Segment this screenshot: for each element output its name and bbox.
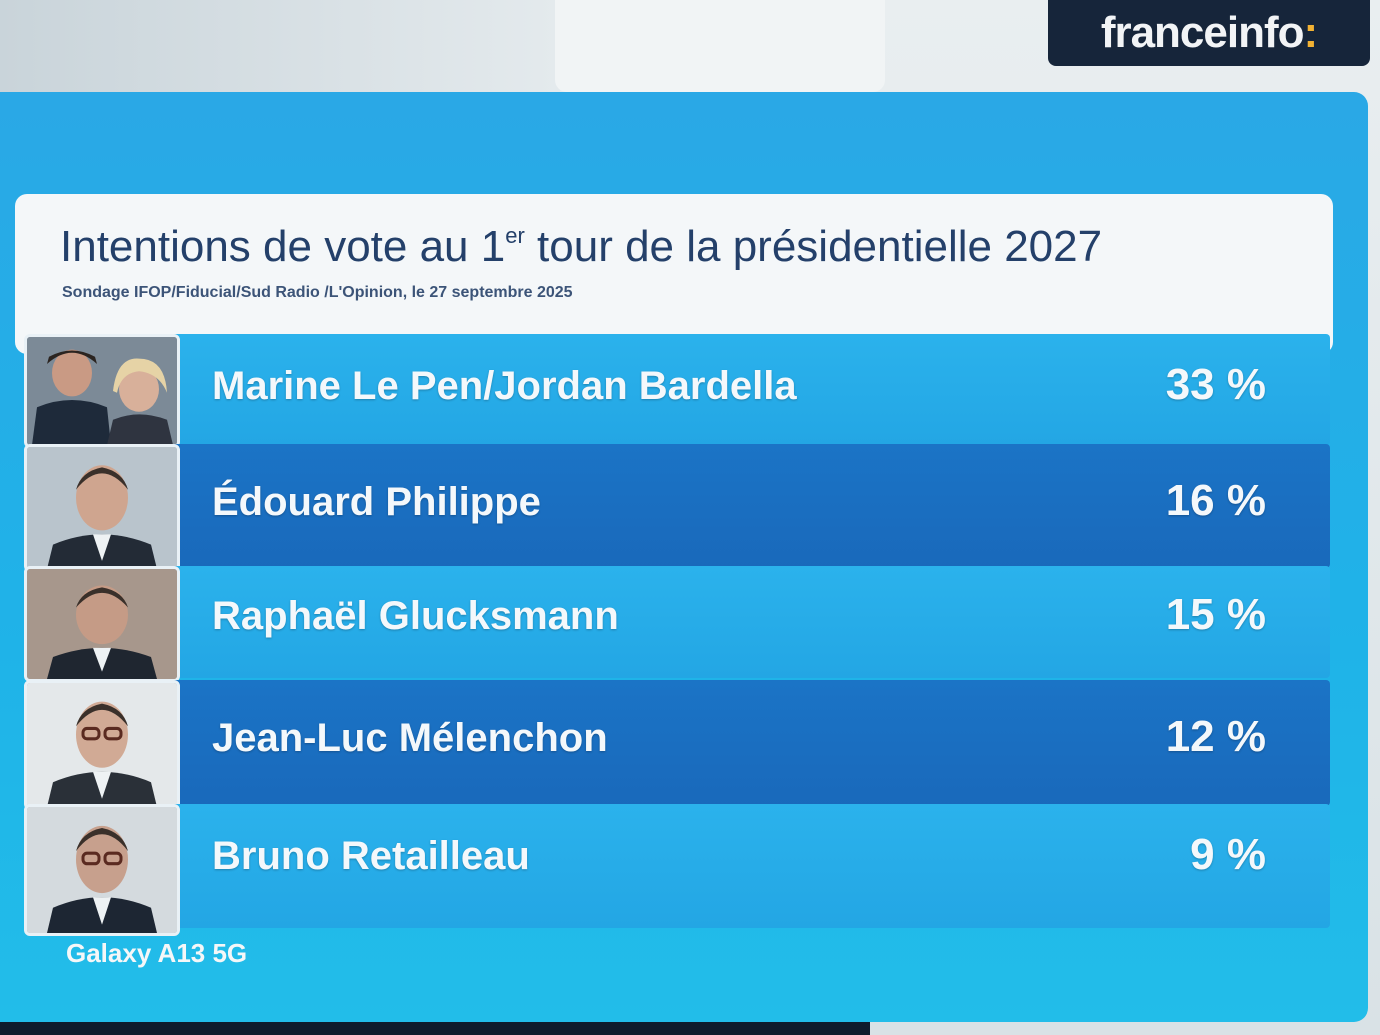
portrait-illustration [27, 447, 177, 569]
logo-colon: : [1303, 8, 1319, 57]
candidate-bar [170, 566, 1330, 678]
studio-panel [555, 0, 885, 92]
candidate-photo [24, 334, 180, 448]
candidate-percent: 12 % [1165, 712, 1266, 761]
candidate-row: Édouard Philippe 16 % [20, 444, 1332, 572]
candidate-photo [24, 680, 180, 810]
franceinfo-logo: franceinfo: [1048, 0, 1370, 66]
portrait-illustration [27, 807, 177, 933]
title-part-1: Intentions de vote au 1 [60, 222, 506, 271]
candidate-row: Bruno Retailleau 9 % [20, 804, 1332, 936]
candidate-row: Jean-Luc Mélenchon 12 % [20, 680, 1332, 810]
candidate-name: Jean-Luc Mélenchon [212, 716, 608, 760]
tv-bezel [0, 1022, 870, 1035]
portrait-illustration [27, 569, 177, 679]
candidate-bar [170, 804, 1330, 928]
studio-background [0, 0, 560, 92]
candidate-name: Bruno Retailleau [212, 834, 530, 878]
camera-watermark: Galaxy A13 5G [66, 938, 248, 968]
candidate-photo [24, 566, 180, 682]
candidate-percent: 9 % [1190, 830, 1266, 879]
candidate-photo [24, 804, 180, 936]
portrait-illustration [27, 337, 177, 445]
candidate-percent: 16 % [1165, 476, 1266, 525]
title-card [15, 194, 1333, 354]
candidate-row: Marine Le Pen/Jordan Bardella 33 % [20, 334, 1332, 448]
candidate-bar [170, 444, 1330, 568]
candidate-percent: 33 % [1165, 360, 1266, 409]
title-superscript: er [505, 223, 525, 248]
candidate-percent: 15 % [1165, 590, 1266, 639]
candidate-name: Raphaël Glucksmann [212, 594, 619, 638]
candidate-bar [170, 680, 1330, 806]
poll-title: Intentions de vote au 1er tour de la pré… [60, 222, 1102, 272]
candidate-photo [24, 444, 180, 572]
logo-text: franceinfo: [1100, 8, 1319, 58]
logo-word: franceinfo [1100, 8, 1305, 57]
candidate-bar [170, 334, 1330, 446]
title-part-2: tour de la présidentielle 2027 [524, 222, 1103, 271]
candidate-name: Édouard Philippe [212, 480, 541, 524]
poll-source: Sondage IFOP/Fiducial/Sud Radio /L'Opini… [62, 284, 573, 301]
candidate-name: Marine Le Pen/Jordan Bardella [212, 364, 797, 408]
portrait-illustration [27, 683, 177, 807]
candidate-row: Raphaël Glucksmann 15 % [20, 566, 1332, 682]
